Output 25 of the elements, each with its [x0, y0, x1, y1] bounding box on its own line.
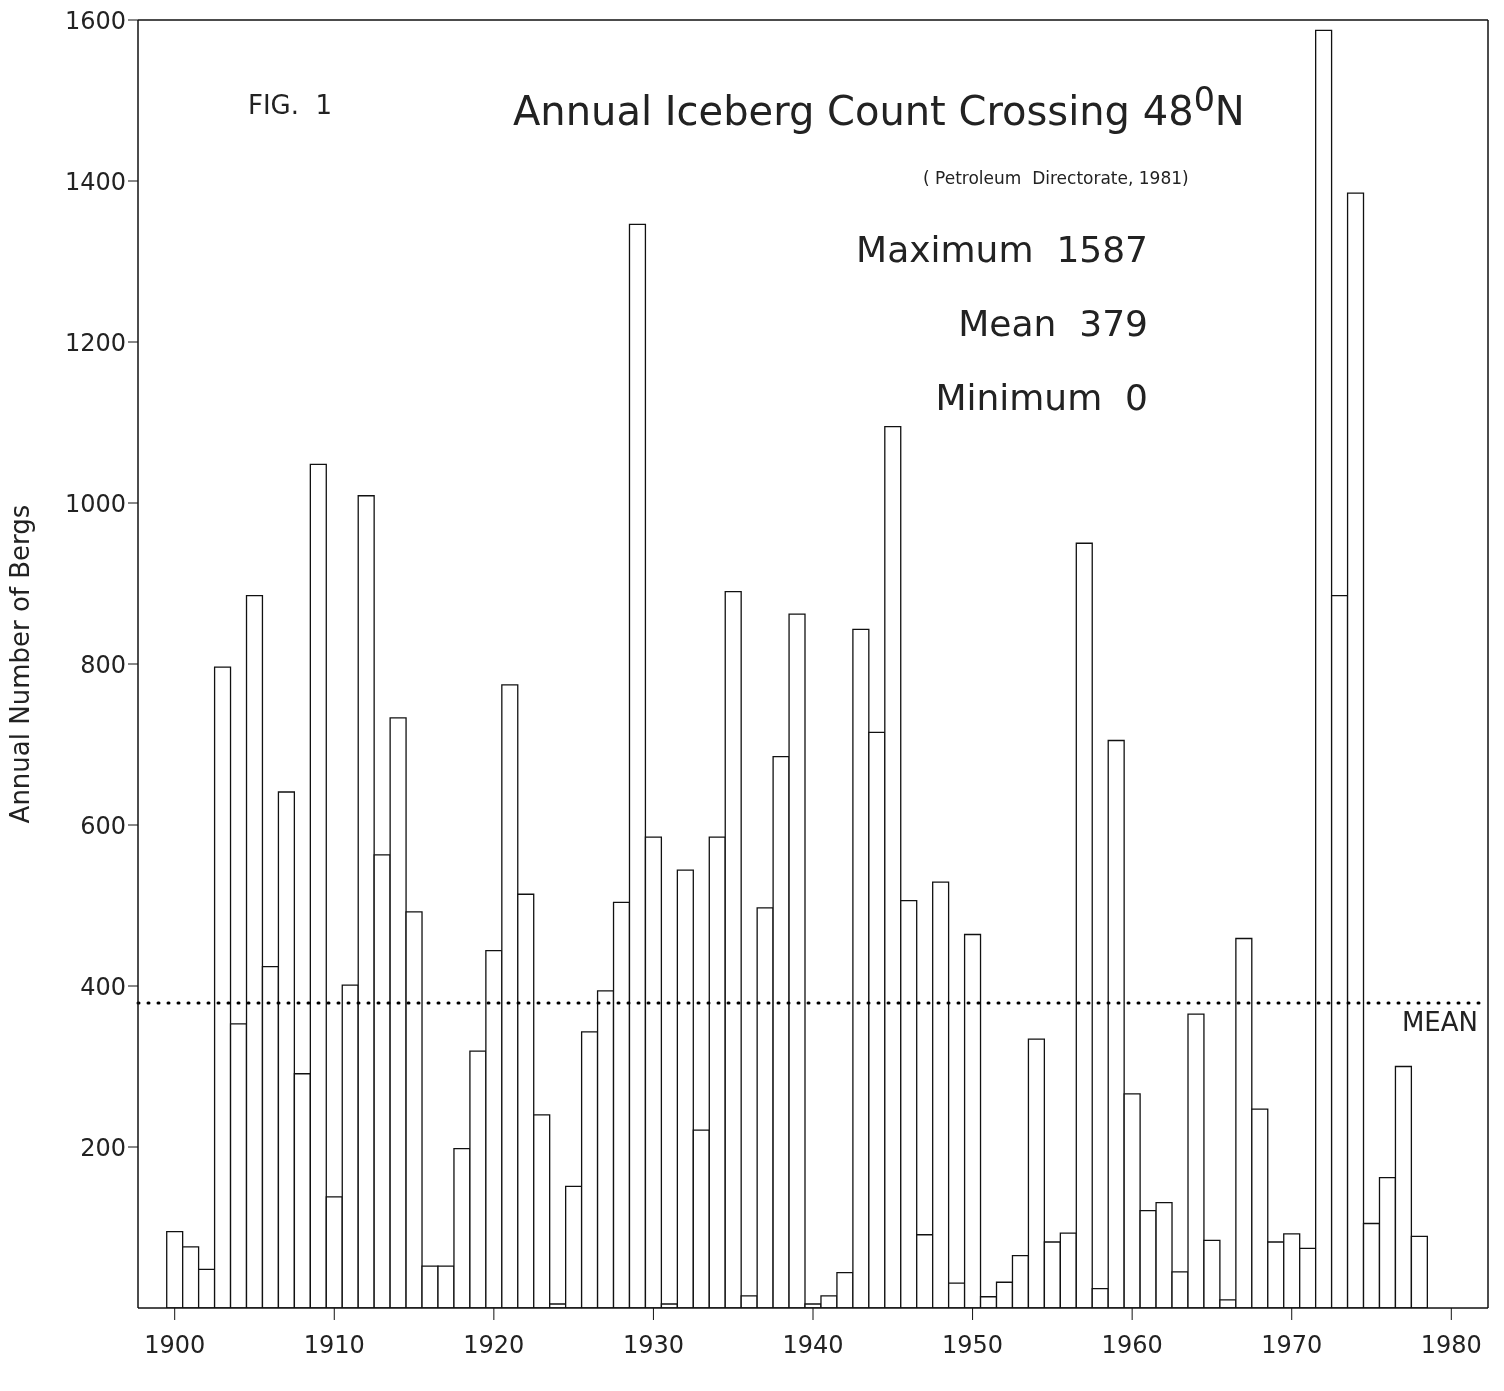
- y-tick-label: 1000: [64, 489, 126, 518]
- text: ( Petroleum Directorate, 1981): [923, 168, 1189, 188]
- y-tick-label: 200: [80, 1133, 126, 1162]
- x-tick-label: 1950: [942, 1331, 1004, 1360]
- y-tick-label: 400: [80, 972, 126, 1001]
- x-tick-label: 1920: [463, 1331, 525, 1360]
- annotation: FIG. 1: [248, 90, 333, 120]
- x-tick-label: 1940: [782, 1331, 844, 1360]
- ref-line-label: MEAN: [1401, 1007, 1478, 1038]
- x-tick-label: 1970: [1261, 1331, 1323, 1360]
- annotation: Maximum 1587: [856, 228, 1148, 272]
- y-tick-label: 600: [80, 811, 126, 840]
- y-tick-label: 1200: [64, 328, 126, 357]
- x-tick-label: 1930: [622, 1331, 684, 1360]
- y-tick-label: 1600: [64, 6, 126, 35]
- x-tick-label: 1900: [144, 1331, 206, 1360]
- text: Annual Iceberg Count Crossing 48$^{0}$N: [513, 80, 1245, 135]
- x-tick-label: 1960: [1101, 1331, 1163, 1360]
- x-tick-label: 1910: [303, 1331, 365, 1360]
- y-axis-title: Annual Number of Bergs: [5, 504, 36, 824]
- y-tick-label: 1400: [64, 167, 126, 196]
- annotation: Mean 379: [957, 302, 1148, 346]
- x-tick-label: 1980: [1420, 1331, 1482, 1360]
- y-tick-label: 800: [80, 650, 126, 679]
- annotation: Minimum 0: [934, 376, 1148, 420]
